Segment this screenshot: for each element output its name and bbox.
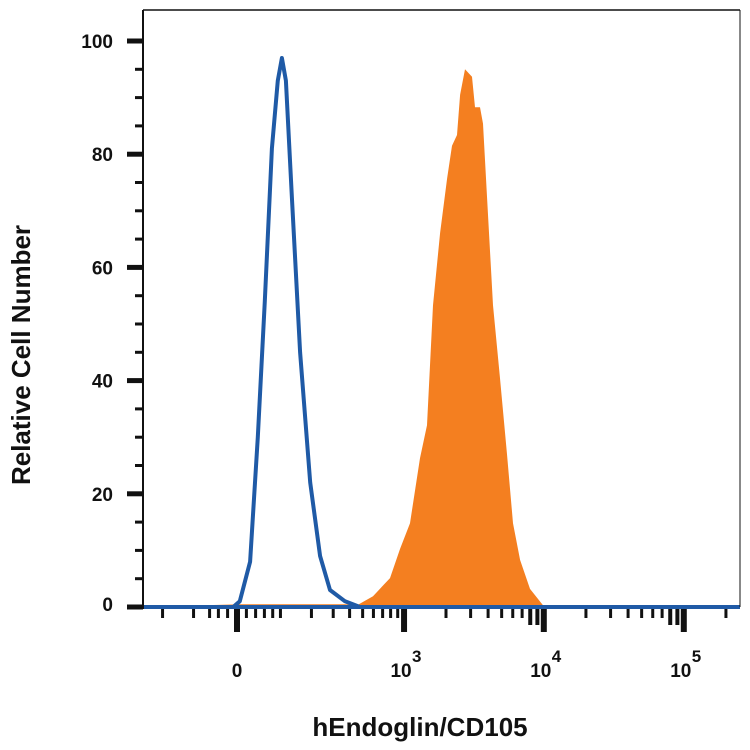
x-tick-label-base: 10 <box>530 661 551 682</box>
y-tick-label: 60 <box>92 258 113 279</box>
y-axis-title: Relative Cell Number <box>6 225 36 485</box>
x-tick-label-base: 10 <box>390 661 411 682</box>
x-tick-label-base: 0 <box>232 661 243 682</box>
histogram-filled-orange <box>143 69 740 608</box>
y-tick-label: 100 <box>81 32 113 53</box>
y-tick-label: 40 <box>92 372 113 393</box>
histogram-outline-blue <box>143 56 740 609</box>
series-layer <box>143 56 740 609</box>
x-tick-label: 105 <box>670 647 701 682</box>
y-tick-label: 20 <box>92 485 113 506</box>
x-tick-label-exponent: 5 <box>692 647 701 666</box>
y-tick-label: 0 <box>102 595 113 616</box>
y-axis-ticks: 0 20 40 60 80 100 <box>81 32 143 616</box>
x-axis-title: hEndoglin/CD105 <box>312 712 527 742</box>
x-tick-label: 0 <box>232 661 243 682</box>
y-tick-label: 80 <box>92 145 113 166</box>
x-tick-label: 103 <box>390 647 421 682</box>
x-tick-label-exponent: 4 <box>552 647 562 666</box>
x-tick-label: 104 <box>530 647 562 682</box>
x-tick-label-exponent: 3 <box>412 647 421 666</box>
plot-frame <box>142 9 741 609</box>
x-tick-label-base: 10 <box>670 661 691 682</box>
